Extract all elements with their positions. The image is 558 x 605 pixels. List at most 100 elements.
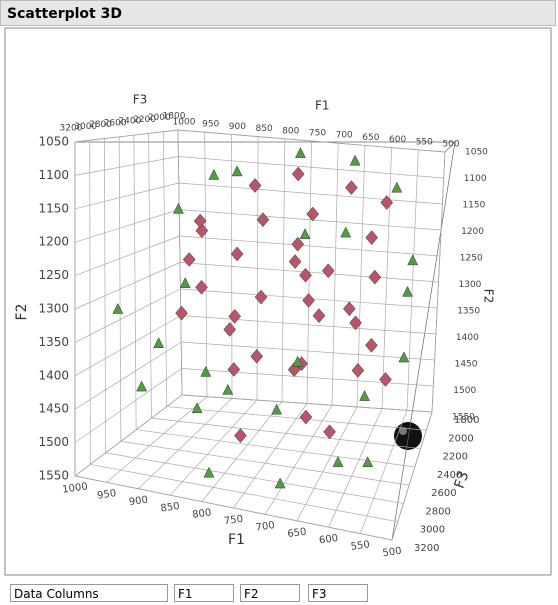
point: [407, 254, 419, 266]
grid-line: [179, 235, 440, 257]
z-tick-label: 2400: [118, 117, 141, 127]
point: [193, 213, 207, 229]
point: [203, 466, 215, 478]
point: [223, 322, 237, 337]
point: [349, 154, 361, 166]
x-tick-label: 1000: [173, 118, 196, 128]
y-tick-label: 1550: [452, 413, 475, 423]
point: [291, 166, 305, 182]
axis-title: F3: [133, 93, 148, 107]
z-tick-label: 2200: [133, 115, 156, 125]
point: [351, 363, 365, 378]
y-tick-label: 1500: [453, 386, 476, 396]
grid-line: [177, 129, 183, 396]
column-box[interactable]: F2: [240, 584, 300, 602]
point: [274, 477, 286, 489]
y-tick-label: 1200: [461, 227, 484, 237]
point: [175, 305, 188, 321]
z-tick-label: 3000: [74, 122, 97, 132]
point: [271, 403, 283, 415]
grid-line: [74, 182, 179, 210]
y-tick-label: 1100: [38, 168, 69, 182]
axis-title: F1: [315, 99, 330, 113]
point: [391, 181, 403, 193]
x-tick-label: 550: [416, 137, 433, 147]
x-tick-label: 650: [362, 133, 379, 143]
handle-shine: [399, 427, 407, 435]
point: [222, 383, 234, 395]
x-tick-label: 800: [192, 507, 212, 521]
y-tick-label: 1400: [456, 333, 479, 343]
point: [250, 348, 264, 364]
grid-line: [178, 182, 443, 205]
point: [191, 402, 203, 414]
grid-line: [177, 129, 446, 153]
grid-line: [148, 133, 152, 419]
point: [312, 308, 326, 324]
x-tick-label: 550: [350, 539, 370, 553]
y-tick-label: 1050: [465, 148, 488, 158]
point: [195, 279, 208, 295]
grid-line: [233, 403, 308, 509]
x-tick-label: 500: [382, 546, 402, 560]
z-tick-label: 2000: [448, 433, 473, 444]
y-tick-label: 1300: [459, 280, 482, 290]
point: [306, 206, 320, 222]
grid-line: [178, 156, 444, 179]
grid-line: [74, 475, 393, 541]
point: [288, 254, 302, 269]
grid-line: [105, 452, 404, 504]
y-tick-label: 1500: [38, 435, 69, 449]
grid-line: [74, 341, 182, 410]
grid-line: [74, 129, 179, 143]
grid-line: [74, 394, 183, 477]
y-tick-label: 1450: [455, 360, 478, 370]
box-edge: [391, 141, 456, 541]
point: [228, 308, 242, 324]
point: [248, 178, 262, 193]
grid-line: [359, 410, 408, 534]
point: [292, 355, 304, 367]
z-tick-label: 2400: [437, 470, 462, 481]
x-tick-label: 750: [223, 514, 243, 528]
point: [182, 252, 196, 267]
data-columns-label: Data Columns: [10, 584, 168, 602]
point: [340, 226, 352, 238]
grid-line: [181, 341, 435, 361]
panel-title: Scatterplot 3D: [0, 0, 556, 26]
point: [299, 267, 312, 283]
point: [398, 351, 410, 363]
point: [299, 409, 313, 425]
y-tick-label: 1200: [38, 235, 69, 249]
x-tick-label: 900: [229, 122, 246, 132]
grid-line: [74, 235, 180, 276]
point: [230, 246, 244, 262]
z-tick-label: 1800: [454, 415, 479, 426]
z-tick-label: 2800: [89, 120, 112, 130]
grid-line: [74, 262, 181, 310]
grid-line: [179, 262, 439, 283]
z-tick-label: 2200: [443, 452, 468, 463]
point: [173, 202, 184, 214]
grid-line: [106, 396, 208, 483]
z-tick-label: 2000: [148, 113, 171, 123]
point: [179, 277, 191, 288]
grid-line: [74, 288, 181, 343]
point: [359, 390, 370, 401]
grid-line: [89, 140, 91, 465]
column-box[interactable]: F3: [308, 584, 368, 602]
z-tick-label: 2600: [104, 118, 127, 128]
y-tick-label: 1550: [38, 469, 69, 483]
grid-line: [74, 368, 182, 443]
grid-line: [201, 401, 283, 502]
x-tick-label: 600: [389, 135, 406, 145]
point: [345, 180, 358, 195]
grid-line: [169, 399, 258, 496]
point: [343, 301, 356, 317]
point: [208, 168, 220, 180]
axis-title: F1: [228, 532, 245, 548]
point: [349, 315, 362, 331]
column-box[interactable]: F1: [174, 584, 234, 602]
y-tick-label: 1150: [38, 201, 69, 215]
point: [234, 428, 247, 443]
